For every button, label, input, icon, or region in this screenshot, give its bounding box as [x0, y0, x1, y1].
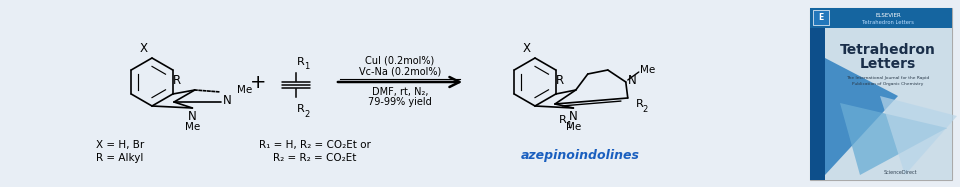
Polygon shape — [840, 103, 947, 175]
Text: R₁ = H, R₂ = CO₂Et or: R₁ = H, R₂ = CO₂Et or — [259, 140, 371, 150]
Text: DMF, rt, N₂,: DMF, rt, N₂, — [372, 87, 428, 97]
Text: X: X — [140, 42, 148, 54]
Text: ELSEVIER: ELSEVIER — [876, 13, 900, 18]
Bar — [810, 8, 952, 28]
Text: Vc-Na (0.2mol%): Vc-Na (0.2mol%) — [359, 66, 442, 76]
Polygon shape — [880, 96, 957, 175]
Text: 79-99% yield: 79-99% yield — [368, 97, 432, 107]
Text: azepinoindolines: azepinoindolines — [520, 148, 639, 162]
Text: R₂ = R₂ = CO₂Et: R₂ = R₂ = CO₂Et — [274, 153, 357, 163]
Text: R: R — [297, 57, 304, 67]
Text: ScienceDirect: ScienceDirect — [883, 169, 917, 174]
Text: X = H, Br: X = H, Br — [96, 140, 144, 150]
Text: The International Journal for the Rapid: The International Journal for the Rapid — [847, 76, 929, 80]
Bar — [810, 8, 952, 180]
Text: Me: Me — [237, 85, 252, 95]
Text: E: E — [818, 13, 824, 22]
Text: X: X — [523, 42, 531, 54]
Bar — [810, 28, 952, 180]
Text: R: R — [297, 104, 304, 114]
Text: N: N — [223, 94, 231, 107]
Text: Tetrahedron Letters: Tetrahedron Letters — [862, 19, 914, 24]
Text: Me: Me — [639, 65, 655, 75]
Text: 1: 1 — [304, 62, 309, 70]
Text: N: N — [628, 73, 636, 87]
Text: 2: 2 — [643, 105, 648, 114]
Polygon shape — [825, 58, 898, 175]
Text: 1: 1 — [566, 120, 571, 130]
Text: R: R — [636, 99, 643, 109]
Text: N: N — [569, 110, 578, 123]
Text: Publication of Organic Chemistry: Publication of Organic Chemistry — [852, 82, 924, 86]
Text: R: R — [556, 73, 564, 87]
Text: Me: Me — [565, 122, 581, 132]
Text: +: + — [250, 73, 266, 91]
Bar — [813, 10, 829, 25]
Text: R: R — [559, 115, 566, 125]
Bar — [810, 28, 825, 180]
Text: CuI (0.2mol%): CuI (0.2mol%) — [366, 55, 435, 65]
Text: Me: Me — [184, 122, 200, 132]
Text: Tetrahedron: Tetrahedron — [840, 43, 936, 57]
Text: 2: 2 — [304, 110, 309, 119]
Text: Letters: Letters — [860, 57, 916, 71]
Text: R = Alkyl: R = Alkyl — [96, 153, 144, 163]
Text: R: R — [173, 73, 180, 87]
Text: N: N — [188, 110, 197, 123]
